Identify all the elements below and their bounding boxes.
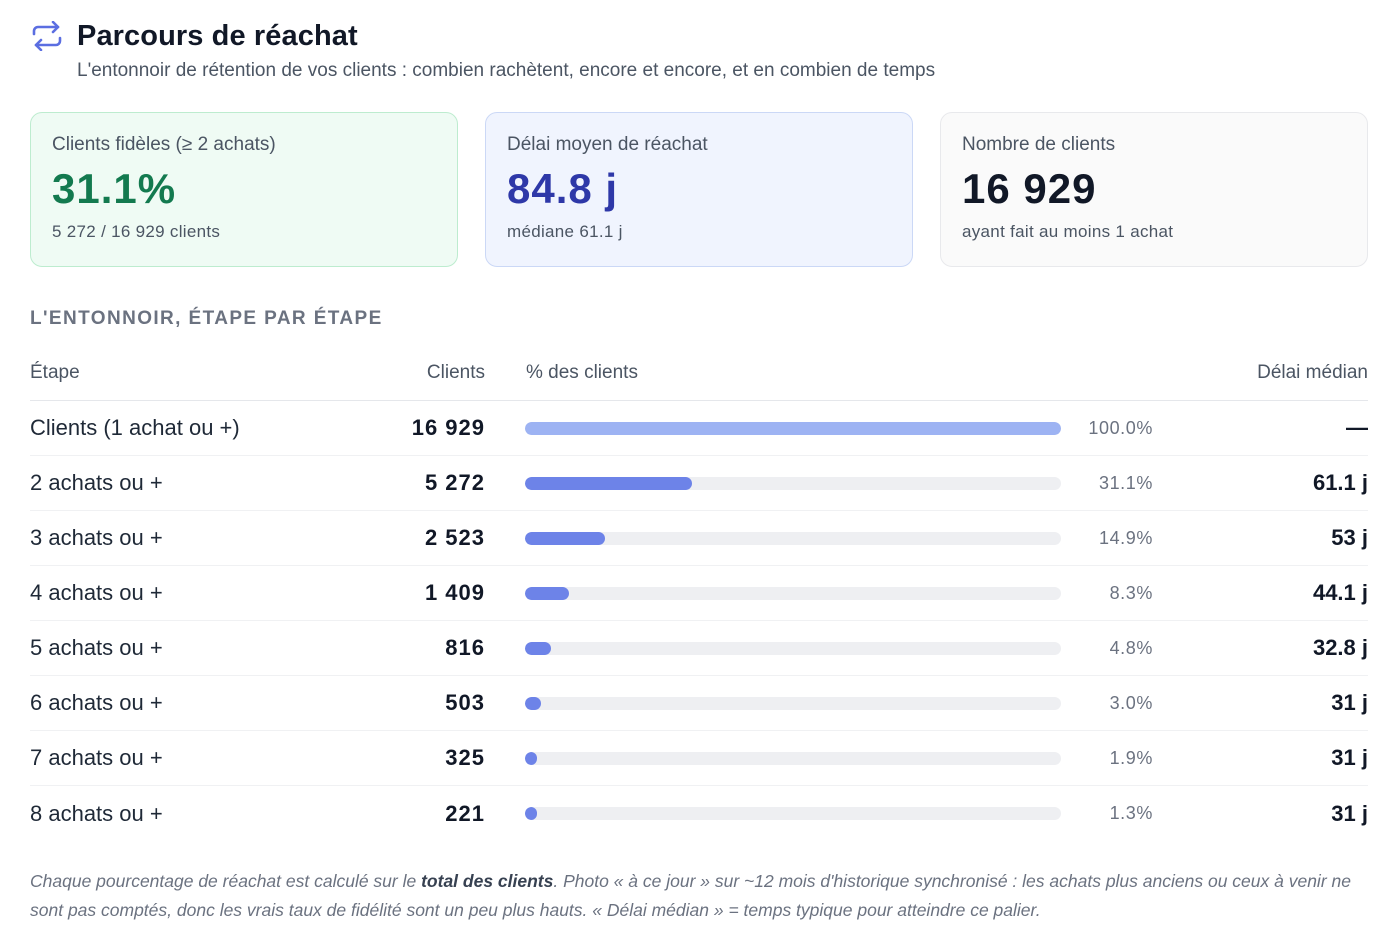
table-row: 2 achats ou + 5 272 31.1% 61.1 j xyxy=(30,456,1368,511)
clients-count: 1 409 xyxy=(424,580,485,605)
progress-track xyxy=(525,641,1061,655)
median-delay: 31 j xyxy=(1331,690,1368,715)
card-label: Clients fidèles (≥ 2 achats) xyxy=(52,134,276,155)
repurchase-delay-card: Délai moyen de réachat 84.8 j médiane 61… xyxy=(485,112,913,267)
footnote-text: Chaque pourcentage de réachat est calcul… xyxy=(30,871,422,891)
progress-fill xyxy=(525,531,605,545)
step-label: 8 achats ou + xyxy=(30,800,163,826)
page-header: Parcours de réachat L'entonnoir de réten… xyxy=(30,16,1370,82)
card-label: Nombre de clients xyxy=(962,134,1116,155)
clients-count: 2 523 xyxy=(424,525,485,550)
table-row: 3 achats ou + 2 523 14.9% 53 j xyxy=(30,511,1368,566)
progress-track xyxy=(525,531,1061,545)
median-delay: 31 j xyxy=(1331,745,1368,770)
clients-count: 5 272 xyxy=(424,470,485,495)
step-label: 6 achats ou + xyxy=(30,690,163,715)
table-body: Clients (1 achat ou +) 16 929 100.0% — 2 ach… xyxy=(30,401,1368,841)
table-row: 5 achats ou + 816 4.8% 32.8 j xyxy=(30,621,1368,676)
card-sub: 5 272 / 16 929 clients xyxy=(52,222,221,241)
table-row: 7 achats ou + 325 1.9% 31 j xyxy=(30,731,1368,786)
card-label: Délai moyen de réachat xyxy=(507,134,708,155)
progress-track xyxy=(525,751,1061,765)
page-title: Parcours de réachat xyxy=(77,19,358,52)
clients-count: 16 929 xyxy=(411,415,485,440)
funnel-table: Étape Clients % des clients Délai médian… xyxy=(30,346,1368,841)
step-label: 7 achats ou + xyxy=(30,745,163,770)
median-delay: 31 j xyxy=(1331,800,1368,826)
section-title: L'ENTONNOIR, ÉTAPE PAR ÉTAPE xyxy=(30,308,383,329)
median-delay: 32.8 j xyxy=(1312,635,1368,660)
table-row: 8 achats ou + 221 1.3% 31 j xyxy=(30,786,1368,841)
card-sub: médiane 61.1 j xyxy=(507,222,623,241)
progress-fill xyxy=(525,586,570,600)
kpi-cards: Clients fidèles (≥ 2 achats) 31.1% 5 272… xyxy=(30,112,1368,267)
progress-fill xyxy=(525,421,1061,435)
page-subtitle: L'entonnoir de rétention de vos clients … xyxy=(77,60,936,81)
card-value: 31.1% xyxy=(52,165,177,212)
clients-count: 816 xyxy=(445,635,485,660)
step-label: 5 achats ou + xyxy=(30,635,163,660)
clients-count: 325 xyxy=(445,745,485,770)
footnote-text-2: . Photo « à ce jour » sur ~12 mois d'his… xyxy=(30,871,1351,920)
progress-fill xyxy=(525,807,537,820)
card-value: 84.8 j xyxy=(507,165,619,212)
progress-track xyxy=(525,421,1061,435)
title-row: Parcours de réachat xyxy=(30,16,1370,56)
step-label: 4 achats ou + xyxy=(30,580,163,605)
progress-fill xyxy=(525,696,542,710)
progress-track xyxy=(525,807,1061,820)
progress-track xyxy=(525,696,1061,710)
pct-label: 100.0% xyxy=(1088,417,1153,438)
clients-count: 221 xyxy=(445,800,485,826)
table-row: Clients (1 achat ou +) 16 929 100.0% — xyxy=(30,401,1368,456)
median-delay: 53 j xyxy=(1331,525,1368,550)
progress-track xyxy=(525,586,1061,600)
progress-fill xyxy=(525,641,551,655)
pct-label: 14.9% xyxy=(1098,527,1153,548)
pct-label: 3.0% xyxy=(1109,692,1153,713)
step-label: 2 achats ou + xyxy=(30,470,163,495)
progress-track xyxy=(525,476,1061,490)
header-pct: % des clients xyxy=(526,362,638,383)
progress-fill xyxy=(525,476,692,490)
repeat-arrows-icon xyxy=(30,19,64,53)
footnote: Chaque pourcentage de réachat est calcul… xyxy=(30,867,1375,925)
pct-label: 31.1% xyxy=(1098,472,1153,493)
card-sub: ayant fait au moins 1 achat xyxy=(962,222,1174,241)
median-delay: 61.1 j xyxy=(1312,470,1368,495)
pct-label: 8.3% xyxy=(1109,582,1153,603)
footnote-bold: total des clients xyxy=(421,871,554,891)
table-row: 6 achats ou + 503 3.0% 31 j xyxy=(30,676,1368,731)
step-label: Clients (1 achat ou +) xyxy=(30,415,240,440)
median-delay: 44.1 j xyxy=(1312,580,1368,605)
median-delay: — xyxy=(1346,415,1368,440)
clients-count: 503 xyxy=(445,690,485,715)
pct-label: 4.8% xyxy=(1109,637,1153,658)
table-header: Étape Clients % des clients Délai médian xyxy=(30,346,1368,401)
step-label: 3 achats ou + xyxy=(30,525,163,550)
header-step: Étape xyxy=(30,362,80,383)
header-delay: Délai médian xyxy=(1257,362,1368,383)
progress-fill xyxy=(525,751,537,765)
client-count-card: Nombre de clients 16 929 ayant fait au m… xyxy=(940,112,1368,267)
table-row: 4 achats ou + 1 409 8.3% 44.1 j xyxy=(30,566,1368,621)
header-clients: Clients xyxy=(426,362,485,383)
pct-label: 1.3% xyxy=(1109,803,1153,823)
card-value: 16 929 xyxy=(962,165,1097,212)
loyal-clients-card: Clients fidèles (≥ 2 achats) 31.1% 5 272… xyxy=(30,112,458,267)
pct-label: 1.9% xyxy=(1109,747,1153,768)
